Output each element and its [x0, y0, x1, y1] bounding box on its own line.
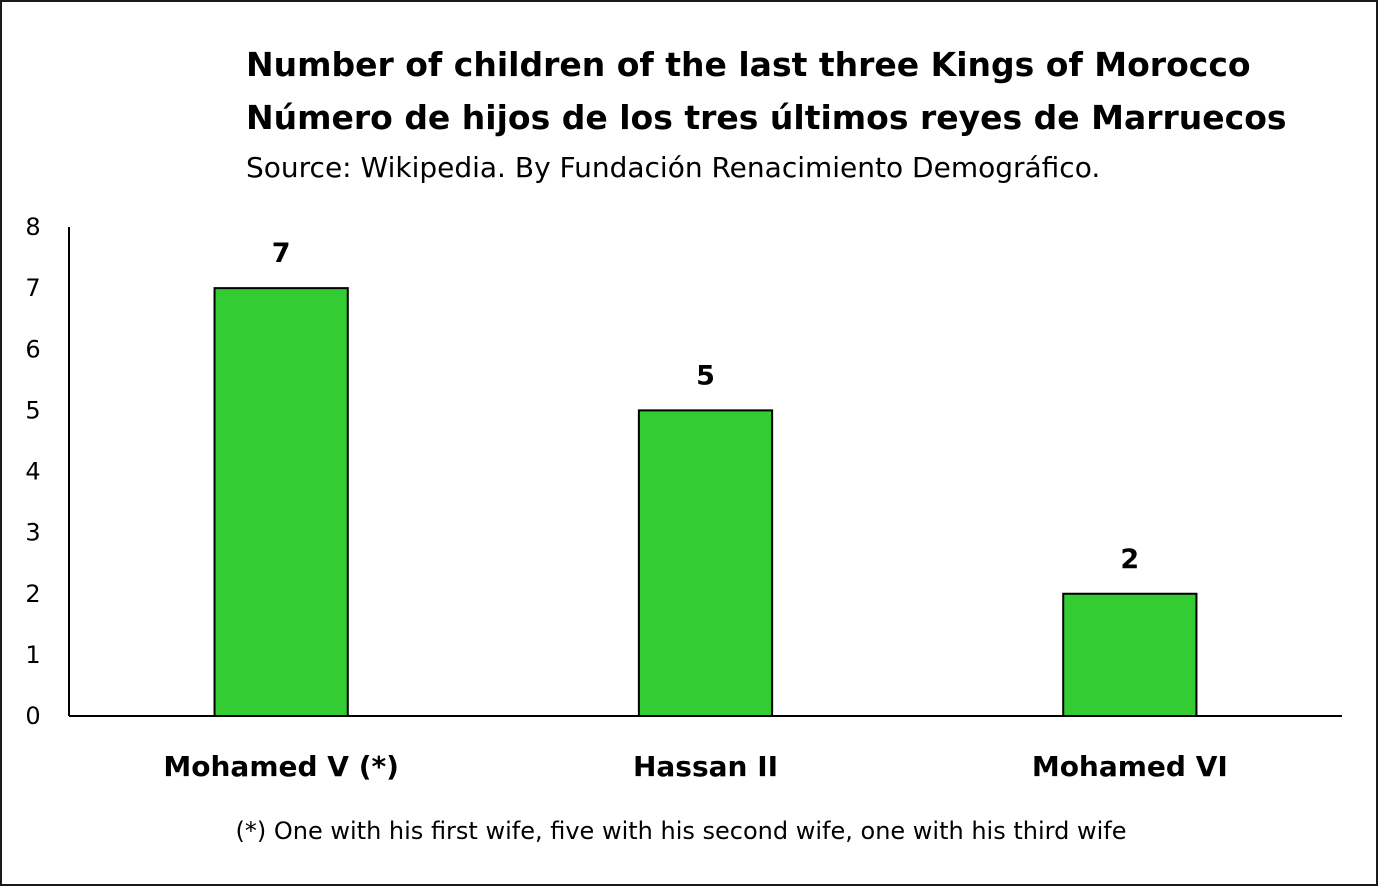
y-tick-label: 2 — [25, 580, 40, 608]
chart-title: Number of children of the last three Kin… — [246, 45, 1251, 84]
y-tick-label: 6 — [25, 335, 40, 363]
y-tick-label: 1 — [25, 641, 40, 669]
bar — [213, 287, 349, 717]
bar-value-label: 7 — [272, 238, 291, 269]
y-tick-label: 4 — [25, 458, 40, 486]
bar — [1062, 592, 1198, 717]
chart-title-spanish: Número de hijos de los tres últimos reye… — [246, 98, 1287, 137]
y-tick-label: 7 — [25, 274, 40, 302]
x-category-label: Mohamed V (*) — [163, 750, 399, 783]
x-category-label: Mohamed VI — [1032, 750, 1228, 783]
bars — [213, 287, 1198, 717]
y-tick-label: 8 — [25, 213, 40, 241]
y-tick-label: 3 — [25, 519, 40, 547]
x-category-label: Hassan II — [633, 750, 778, 783]
data-labels: 7 5 2 — [272, 238, 1139, 575]
bar-value-label: 5 — [696, 360, 715, 391]
bar-value-label: 2 — [1120, 544, 1139, 575]
y-tick-label: 5 — [25, 396, 40, 424]
chart-subtitle: Source: Wikipedia. By Fundación Renacimi… — [246, 151, 1100, 184]
bar — [637, 409, 774, 717]
y-axis-ticks: 0 1 2 3 4 5 6 7 8 — [25, 213, 40, 730]
category-labels: Mohamed V (*) Hassan II Mohamed VI — [163, 750, 1227, 783]
footnote: (*) One with his first wife, five with h… — [236, 817, 1127, 845]
y-tick-label: 0 — [25, 702, 40, 730]
